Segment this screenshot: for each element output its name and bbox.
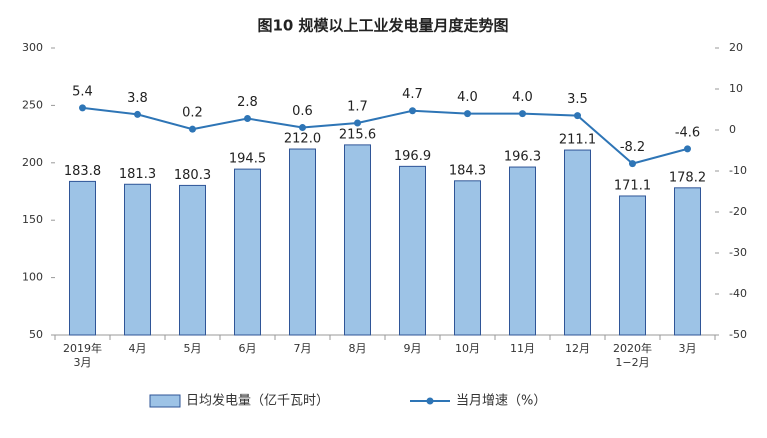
x-tick-label: 12月 <box>565 342 590 355</box>
y2-tick-label: -50 <box>729 328 747 341</box>
line-point <box>79 104 86 112</box>
line-value-label: -4.6 <box>675 125 700 140</box>
x-tick-label: 10月 <box>455 342 480 355</box>
bar <box>124 183 151 336</box>
bar-value-label: 183.8 <box>64 164 101 179</box>
line-value-label: -8.2 <box>620 140 645 155</box>
chart-title: 图10 规模以上工业发电量月度走势图 <box>257 17 508 35</box>
line <box>82 106 688 165</box>
line-point <box>134 110 141 118</box>
bar-value-label: 180.3 <box>174 168 211 183</box>
x-tick-label: 7月 <box>294 342 312 355</box>
line-value-label: 4.0 <box>457 90 478 105</box>
line-value-label: 0.2 <box>182 106 203 121</box>
bar-value-label: 215.6 <box>339 127 376 142</box>
bar <box>234 168 261 336</box>
bar-value-label: 181.3 <box>119 167 156 182</box>
x-tick-label: 2020年 1−2月 <box>613 341 652 369</box>
bar <box>454 180 481 336</box>
bar <box>509 166 536 336</box>
line-point <box>299 124 306 132</box>
line-point <box>409 107 416 115</box>
y-tick-label: 150 <box>22 213 43 226</box>
line-value-label: 1.7 <box>347 100 368 115</box>
legend-label: 当月增速（%） <box>456 394 546 409</box>
bar-value-label: 178.2 <box>669 170 706 185</box>
legend-marker <box>426 397 434 405</box>
line-value-label: 3.5 <box>567 92 588 107</box>
y-tick-label: 100 <box>22 271 43 284</box>
bar-value-label: 184.3 <box>449 163 486 178</box>
y2-tick-label: 20 <box>729 41 743 54</box>
line-point <box>464 110 471 118</box>
x-tick-label: 2019年 3月 <box>63 341 102 369</box>
bar-value-label: 212.0 <box>284 132 321 147</box>
legend-swatch <box>149 394 181 408</box>
x-tick-label: 3月 <box>679 342 697 355</box>
y2-tick-label: 10 <box>729 82 743 95</box>
y-tick-label: 250 <box>22 98 43 111</box>
x-tick-label: 9月 <box>404 342 422 355</box>
line-point <box>189 125 196 133</box>
line-value-label: 2.8 <box>237 95 258 110</box>
line-point <box>574 112 581 120</box>
y2-tick-label: 0 <box>729 123 736 136</box>
x-tick-label: 8月 <box>349 342 367 355</box>
line-value-label: 4.0 <box>512 90 533 105</box>
bar <box>289 148 316 336</box>
bar-value-label: 194.5 <box>229 152 266 167</box>
bar <box>344 144 371 336</box>
bar-value-label: 196.9 <box>394 149 431 164</box>
line-point <box>629 160 636 168</box>
bar <box>619 195 646 336</box>
line-point <box>684 145 691 153</box>
line-point <box>354 119 361 127</box>
bar <box>399 165 426 336</box>
y-tick-label: 300 <box>22 41 43 54</box>
bar-value-label: 211.1 <box>559 133 596 148</box>
bar <box>564 149 591 336</box>
x-tick-label: 6月 <box>239 342 257 355</box>
y2-tick-label: -10 <box>729 164 747 177</box>
y-tick-label: 50 <box>29 328 43 341</box>
line-point <box>244 115 251 123</box>
line-value-label: 3.8 <box>127 91 148 106</box>
bar <box>179 184 206 336</box>
y2-tick-label: -40 <box>729 287 747 300</box>
y2-tick-label: -30 <box>729 246 747 259</box>
bar-value-label: 171.1 <box>614 178 651 193</box>
y2-tick-label: -20 <box>729 205 747 218</box>
bar <box>674 187 701 336</box>
line-value-label: 0.6 <box>292 104 313 119</box>
line-value-label: 4.7 <box>402 87 423 102</box>
bar-value-label: 196.3 <box>504 150 541 165</box>
x-tick-label: 4月 <box>129 342 147 355</box>
y-tick-label: 200 <box>22 156 43 169</box>
line-value-label: 5.4 <box>72 84 93 99</box>
line-point <box>519 110 526 118</box>
legend-label: 日均发电量（亿千瓦时） <box>186 393 329 409</box>
bar <box>69 180 96 336</box>
x-tick-label: 11月 <box>510 342 535 355</box>
x-tick-label: 5月 <box>184 342 202 355</box>
